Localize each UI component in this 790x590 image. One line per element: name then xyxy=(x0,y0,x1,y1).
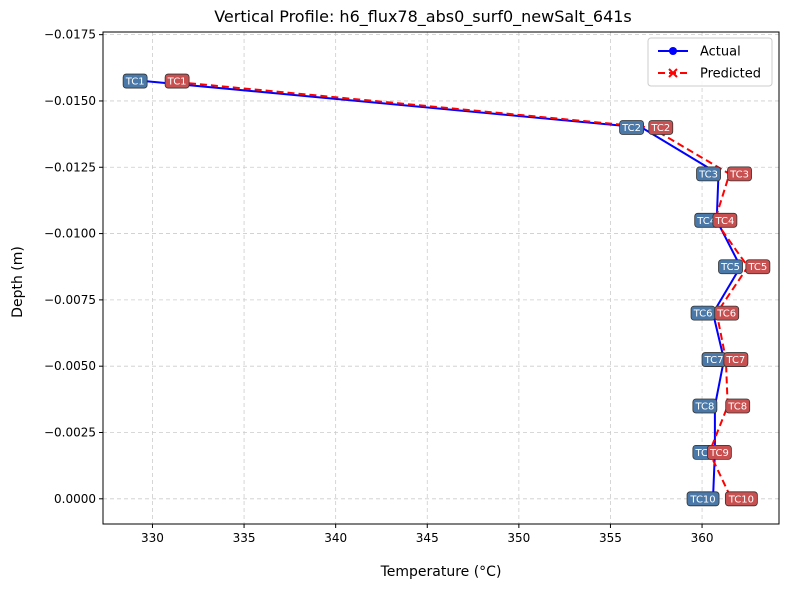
point-label-text: TC9 xyxy=(694,448,714,459)
predicted-line xyxy=(167,80,749,500)
predicted-point-label: TC5 xyxy=(745,259,771,275)
point-label-box xyxy=(122,73,148,89)
actual-point-label: TC1 xyxy=(122,73,148,89)
point-label-text: TC6 xyxy=(693,309,713,320)
point-label-box xyxy=(686,491,720,507)
y-tick-label: −0.0025 xyxy=(44,425,96,439)
y-axis-title: Depth (m) xyxy=(10,246,26,318)
point-label-box xyxy=(718,259,743,275)
point-label-text: TC2 xyxy=(650,123,670,134)
y-tick-label: −0.0150 xyxy=(44,94,96,108)
point-label-text: TC10 xyxy=(689,494,715,505)
y-tick-label: −0.0100 xyxy=(44,227,96,241)
axis-ticks: 330 335 340 345 350 355 360 −0.0175 −0.0150 −0.01… xyxy=(44,28,714,545)
point-label-box xyxy=(706,444,732,460)
point-label-text: TC10 xyxy=(728,494,754,505)
predicted-point-label: TC7 xyxy=(723,352,749,367)
chart-title: Vertical Profile: h6_flux78_abs0_surf0_n… xyxy=(214,7,632,27)
point-label-text: TC4 xyxy=(714,216,734,227)
point-label-box xyxy=(725,398,751,414)
y-tick-label: 0.0000 xyxy=(54,492,96,506)
point-label-text: TC8 xyxy=(727,401,747,412)
point-label-text: TC3 xyxy=(698,169,718,180)
legend-marker xyxy=(669,47,677,55)
x-tick-label: 355 xyxy=(599,531,622,545)
x-tick-label: 340 xyxy=(324,531,347,545)
predicted-point-label: TC2 xyxy=(648,120,674,135)
x-tick-label: 335 xyxy=(233,531,256,545)
actual-point-label: TC5 xyxy=(718,259,743,275)
x-tick-label: 345 xyxy=(416,531,439,545)
y-tick-label: −0.0050 xyxy=(44,359,96,373)
predicted-point-label: TC10 xyxy=(724,491,758,507)
point-label-box xyxy=(727,166,752,182)
actual-point-label: TC10 xyxy=(686,491,720,507)
x-tick-label: 350 xyxy=(507,531,530,545)
point-label-text: TC5 xyxy=(720,262,740,273)
actual-point-label: TC2 xyxy=(619,120,645,135)
legend-label: Predicted xyxy=(700,67,761,82)
actual-point-label: TC3 xyxy=(696,166,721,182)
point-label-text: TC4 xyxy=(696,216,716,227)
point-label-text: TC8 xyxy=(694,401,714,412)
point-label-box xyxy=(714,305,740,321)
x-axis-title: Temperature (°C) xyxy=(380,564,502,580)
x-tick-label: 360 xyxy=(691,531,714,545)
point-label-box xyxy=(692,398,718,414)
point-label-text: TC7 xyxy=(725,355,745,366)
legend-marker xyxy=(668,68,678,78)
actual-point-label: TC6 xyxy=(690,305,716,321)
y-tick-label: −0.0125 xyxy=(44,160,96,174)
point-label-text: TC1 xyxy=(125,77,145,88)
plot-frame xyxy=(102,31,780,525)
point-label-text: TC3 xyxy=(729,169,749,180)
point-labels: TC1 TC2 TC3 TC4 TC5 TC6 TC7 TC8 TC9 TC10 TC1 TC2 TC3… xyxy=(122,73,771,507)
point-label-text: TC7 xyxy=(704,355,724,366)
y-tick-label: −0.0175 xyxy=(44,28,96,42)
grid xyxy=(103,32,779,524)
y-tick-label: −0.0075 xyxy=(44,293,96,307)
point-label-box xyxy=(164,73,190,89)
point-label-box xyxy=(723,352,749,367)
point-label-text: TC2 xyxy=(621,123,641,134)
legend: Actual Predicted xyxy=(647,37,773,87)
predicted-point-label: TC3 xyxy=(727,166,752,182)
x-tick-label: 330 xyxy=(141,531,164,545)
series-lines xyxy=(145,80,749,500)
predicted-point-label: TC8 xyxy=(725,398,751,414)
legend-label: Actual xyxy=(700,45,741,60)
point-label-box xyxy=(696,166,721,182)
predicted-point-label: TC6 xyxy=(714,305,740,321)
point-label-text: TC9 xyxy=(709,448,729,459)
predicted-point-label: TC9 xyxy=(706,444,732,460)
point-label-text: TC6 xyxy=(716,309,736,320)
point-label-box xyxy=(745,259,771,275)
actual-line xyxy=(145,80,742,499)
point-label-text: TC1 xyxy=(167,77,187,88)
predicted-point-label: TC1 xyxy=(164,73,190,89)
actual-point-label: TC8 xyxy=(692,398,718,414)
point-label-text: TC5 xyxy=(747,262,767,273)
actual-point-label: TC7 xyxy=(701,352,727,367)
point-label-box xyxy=(724,491,758,507)
point-label-box xyxy=(648,120,674,135)
point-label-box xyxy=(619,120,645,135)
predicted-point-label: TC4 xyxy=(712,212,738,228)
point-label-box xyxy=(712,212,738,228)
